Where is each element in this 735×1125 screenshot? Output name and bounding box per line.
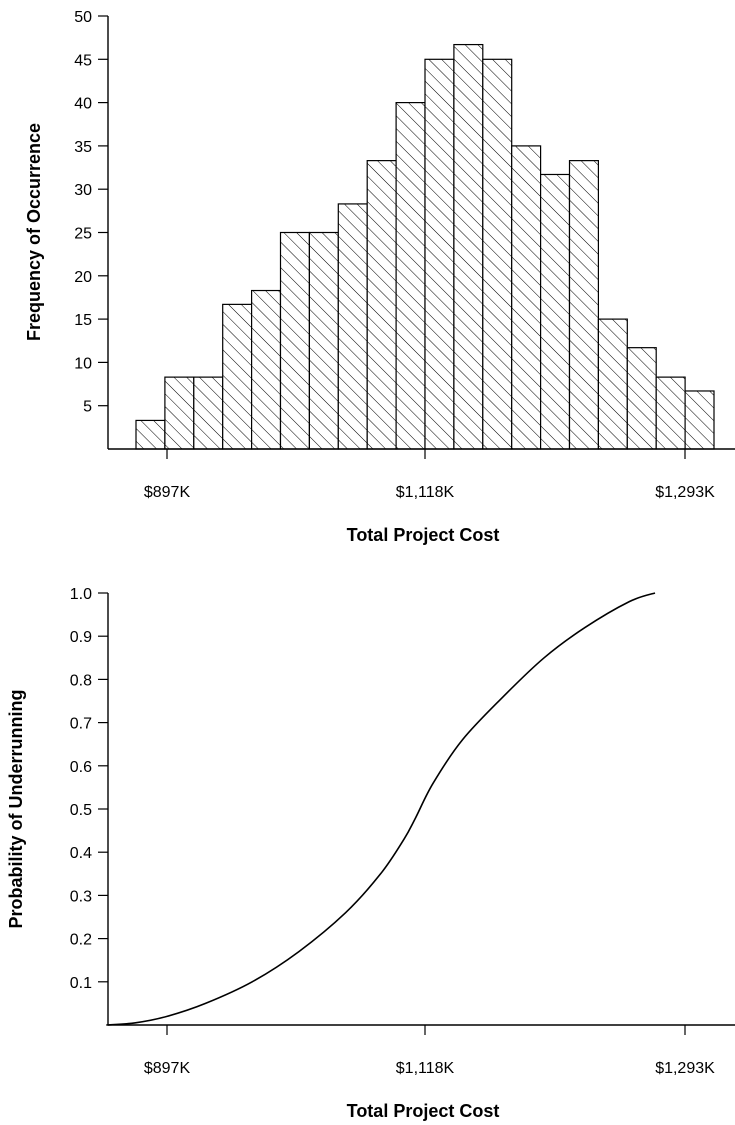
histogram-y-tick-label: 20 — [74, 269, 92, 286]
histogram-y-tick-label: 25 — [74, 226, 92, 243]
cumulative-y-tick-label: 0.1 — [70, 975, 92, 992]
cumulative-y-axis-title: Probability of Underrunning — [6, 690, 26, 929]
histogram-bar — [308, 231, 339, 450]
cumulative-y-tick-label: 0.3 — [70, 888, 92, 905]
histogram-y-tick-label: 35 — [74, 139, 92, 156]
cumulative-y-tick-label: 0.2 — [70, 932, 92, 949]
histogram-y-tick-label: 45 — [74, 52, 92, 69]
histogram-x-ticks: $897K $1,118K $1,293K — [144, 449, 715, 501]
cumulative-y-tick-label: 1.0 — [70, 586, 92, 603]
cumulative-x-axis-title: Total Project Cost — [347, 1101, 500, 1121]
cumulative-y-tick-label: 0.4 — [70, 845, 92, 862]
histogram-x-tick-label: $1,293K — [655, 484, 715, 501]
histogram-bar — [453, 43, 484, 450]
histogram-bar — [597, 318, 628, 450]
histogram-bar — [279, 231, 310, 450]
histogram-bar — [539, 173, 571, 450]
histogram-y-tick-label: 30 — [74, 182, 92, 199]
histogram-bar — [135, 419, 166, 450]
histogram-bar — [193, 376, 224, 450]
cumulative-y-ticks: 0.1 0.2 0.3 0.4 0.5 0.6 0.7 0.8 0.9 1.0 — [70, 586, 108, 992]
histogram-y-tick-label: 40 — [74, 96, 92, 113]
histogram-bar — [511, 145, 542, 450]
cumulative-y-tick-label: 0.5 — [70, 802, 92, 819]
histogram-bar — [366, 160, 397, 450]
histogram-y-axis-title: Frequency of Occurrence — [24, 123, 44, 341]
cumulative-y-tick-label: 0.6 — [70, 759, 92, 776]
histogram-bar — [164, 376, 195, 450]
histogram-y-tick-label: 5 — [83, 399, 92, 416]
cumulative-x-tick-label: $1,293K — [655, 1060, 715, 1077]
histogram-bar — [684, 390, 715, 450]
cumulative-x-tick-label: $897K — [144, 1060, 191, 1077]
histogram-y-ticks: 5 10 15 20 25 30 35 40 45 50 — [74, 9, 108, 416]
histogram-y-tick-label: 10 — [74, 355, 92, 372]
histogram-bar — [337, 203, 368, 450]
histogram-x-tick-label: $897K — [144, 484, 191, 501]
histogram-bar — [424, 58, 455, 450]
cumulative-y-tick-label: 0.8 — [70, 672, 92, 689]
cumulative-curve — [106, 592, 656, 1026]
histogram-x-tick-label: $1,118K — [396, 484, 455, 501]
histogram-bar — [395, 101, 426, 450]
histogram-bar — [626, 347, 657, 450]
histogram-bar — [568, 160, 599, 450]
cumulative-y-tick-label: 0.9 — [70, 629, 92, 646]
cumulative-x-tick-label: $1,118K — [396, 1060, 455, 1077]
histogram-y-tick-label: 15 — [74, 312, 92, 329]
histogram-bar — [655, 376, 686, 450]
histogram-bar — [482, 58, 513, 450]
histogram-bars — [135, 43, 715, 450]
histogram-bar — [222, 303, 253, 450]
histogram-x-axis-title: Total Project Cost — [347, 525, 500, 545]
histogram-y-tick-label: 50 — [74, 9, 92, 26]
cumulative-x-ticks: $897K $1,118K $1,293K — [144, 1025, 715, 1077]
histogram-bar — [251, 289, 282, 450]
cumulative-y-tick-label: 0.7 — [70, 716, 92, 733]
cumulative-chart: 0.1 0.2 0.3 0.4 0.5 0.6 0.7 0.8 0.9 1.0 $897K $1,1… — [6, 586, 735, 1121]
